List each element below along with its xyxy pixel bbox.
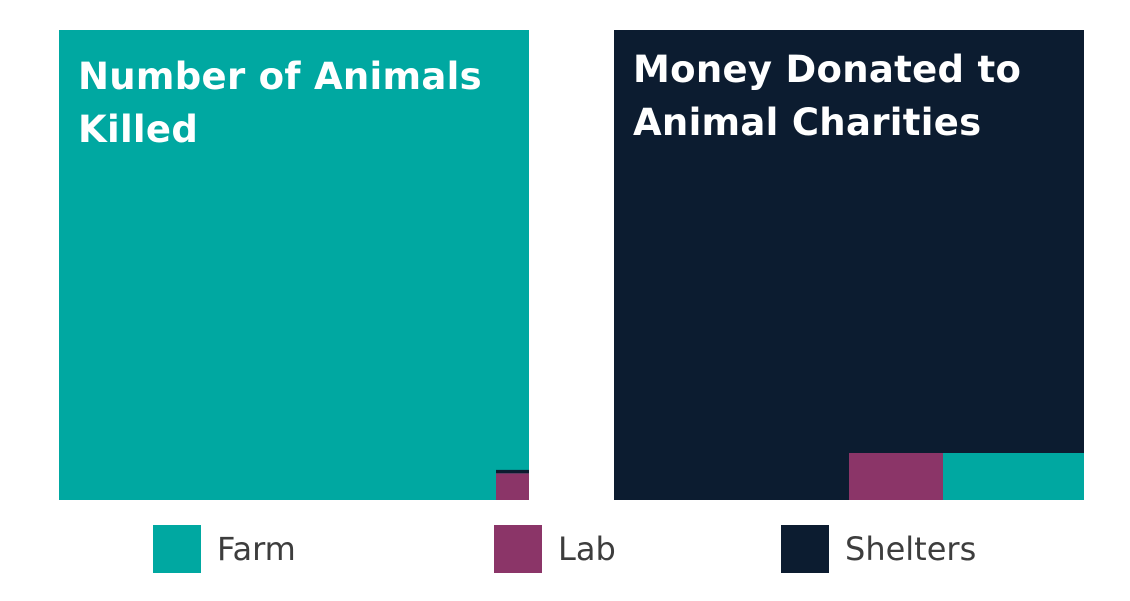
money-donated-chart: Money Donated to Animal Charities	[614, 30, 1084, 500]
segment-shelters	[496, 469, 529, 474]
legend-label-farm: Farm	[217, 530, 296, 568]
animals-killed-title: Number of Animals Killed	[78, 55, 482, 151]
segment-farm	[943, 453, 1084, 500]
legend-item-shelters: Shelters	[781, 525, 976, 573]
money-donated-title: Money Donated to Animal Charities	[633, 48, 1022, 144]
legend-label-lab: Lab	[558, 530, 616, 568]
money-donated-plot	[614, 30, 1084, 500]
segment-farm	[59, 30, 529, 500]
legend-swatch-shelters	[781, 525, 829, 573]
legend-item-farm: Farm	[153, 525, 296, 573]
animals-killed-plot	[59, 30, 529, 500]
legend-swatch-farm	[153, 525, 201, 573]
legend-swatch-lab	[494, 525, 542, 573]
segment-lab	[849, 453, 943, 500]
legend-label-shelters: Shelters	[845, 530, 977, 568]
animals-killed-chart: Number of Animals Killed	[59, 30, 529, 500]
segment-lab	[496, 473, 529, 500]
segment-shelters	[614, 30, 1084, 500]
legend-item-lab: Lab	[494, 525, 616, 573]
